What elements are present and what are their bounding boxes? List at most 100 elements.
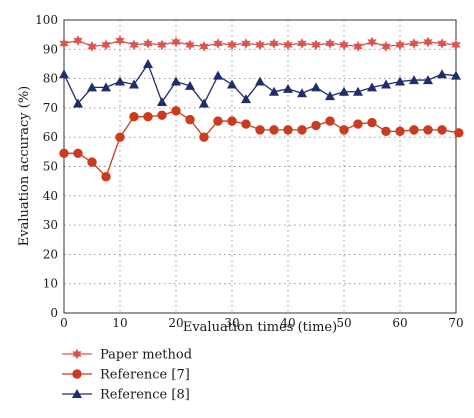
plot-frame [63, 19, 457, 314]
data-point [283, 125, 293, 135]
data-point [241, 37, 251, 49]
data-point [213, 116, 223, 126]
data-point [199, 132, 209, 142]
data-point [241, 119, 251, 129]
data-point [367, 82, 377, 92]
data-point [199, 40, 209, 52]
data-point [227, 116, 237, 126]
data-point [87, 82, 97, 92]
x-tick-label: 30 [224, 316, 239, 330]
data-point [129, 39, 139, 51]
data-point [255, 125, 265, 135]
data-point [454, 128, 464, 138]
data-point [437, 125, 447, 135]
legend-label: Paper method [100, 348, 192, 363]
legend-marker [72, 348, 82, 360]
data-point [143, 111, 153, 122]
data-point [157, 110, 167, 120]
data-point [227, 79, 237, 89]
data-point [73, 148, 83, 159]
y-tick-label: 50 [43, 160, 58, 174]
data-point [129, 79, 139, 89]
data-point [409, 125, 419, 135]
legend-marker [72, 369, 82, 379]
data-point [311, 82, 321, 92]
data-point [87, 40, 97, 52]
y-tick-label: 70 [43, 101, 58, 115]
data-point [395, 39, 405, 51]
data-point [325, 91, 335, 101]
x-tick-label: 70 [448, 316, 463, 330]
series-circle [59, 106, 464, 182]
data-point [87, 157, 97, 167]
legend: Paper method Reference [7] Reference [8] [62, 348, 192, 403]
data-point [423, 36, 433, 48]
y-tick-label: 10 [43, 277, 58, 291]
data-point [381, 126, 391, 137]
data-point [367, 117, 377, 128]
y-tick-label: 0 [50, 306, 58, 320]
data-point [339, 86, 349, 96]
data-point [353, 119, 363, 129]
legend-label: Reference [8] [100, 388, 190, 403]
data-point [339, 39, 349, 51]
data-point [451, 39, 461, 51]
data-point [157, 39, 167, 51]
data-point [409, 75, 419, 85]
data-point [269, 86, 279, 96]
data-point [423, 75, 433, 85]
data-point [325, 37, 335, 49]
legend-item: Reference [8] [62, 388, 190, 403]
data-point [381, 40, 391, 52]
data-point [283, 83, 293, 93]
data-point [325, 116, 335, 126]
data-point [115, 132, 125, 142]
data-point [59, 148, 69, 159]
data-point [185, 114, 195, 125]
x-axis-label: Evaluation times (time) [183, 320, 337, 335]
data-point [171, 106, 181, 116]
data-point [451, 70, 461, 80]
data-point [297, 37, 307, 49]
data-point [115, 76, 125, 86]
data-point [311, 120, 321, 131]
y-tick-label: 60 [43, 130, 58, 144]
data-point [353, 86, 363, 96]
data-point [437, 69, 447, 79]
data-point [213, 37, 223, 49]
y-tick-label: 40 [43, 189, 58, 203]
legend-label: Reference [7] [100, 368, 190, 383]
data-point [297, 125, 307, 135]
data-point [143, 37, 153, 49]
data-point [395, 76, 405, 86]
data-point [381, 79, 391, 89]
x-tick-label: 10 [112, 316, 127, 330]
data-point [283, 39, 293, 51]
legend-item: Paper method [62, 348, 192, 363]
data-point [115, 35, 125, 46]
x-tick-label: 60 [392, 316, 407, 330]
data-point [73, 35, 83, 46]
data-point [269, 125, 279, 135]
data-point [213, 70, 223, 80]
data-point [255, 39, 265, 51]
data-point [73, 98, 83, 108]
y-tick-label: 80 [43, 72, 58, 86]
y-tick-label: 100 [35, 13, 58, 27]
x-tick-label: 20 [168, 316, 183, 330]
data-point [185, 39, 195, 51]
data-point [101, 172, 111, 182]
data-point [199, 98, 209, 108]
legend-marker [72, 389, 82, 398]
y-tick-label: 90 [43, 42, 58, 56]
data-point [101, 39, 111, 51]
data-point [157, 97, 167, 107]
axis-ticks: 0 10 20 30 40 50 60 70 80 90 100 0 10 20 30 40 50 60 70 [35, 13, 464, 330]
data-series [59, 35, 464, 182]
x-tick-label: 50 [336, 316, 351, 330]
y-axis-label: Evaluation accuracy (%) [17, 86, 32, 246]
data-point [311, 39, 321, 51]
data-point [437, 37, 447, 49]
data-point [185, 80, 195, 90]
